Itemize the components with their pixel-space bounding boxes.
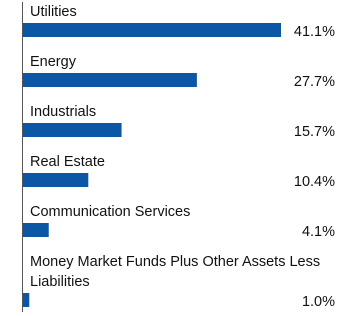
value-label: 27.7% — [294, 74, 335, 90]
category-label: Energy — [30, 54, 77, 70]
category-label: Utilities — [30, 4, 77, 20]
bar — [23, 293, 30, 307]
category-label: Money Market Funds Plus Other Assets Les… — [30, 254, 320, 290]
value-label: 1.0% — [302, 294, 335, 310]
bar — [23, 123, 122, 137]
bar — [23, 73, 197, 87]
category-label: Real Estate — [30, 154, 105, 170]
bar — [23, 173, 89, 187]
bar — [23, 223, 49, 237]
value-label: 10.4% — [294, 174, 335, 190]
value-label: 41.1% — [294, 24, 335, 40]
value-label: 15.7% — [294, 124, 335, 140]
category-label: Communication Services — [30, 204, 190, 220]
bar — [23, 23, 281, 37]
value-label: 4.1% — [302, 224, 335, 240]
category-label: Industrials — [30, 104, 96, 120]
